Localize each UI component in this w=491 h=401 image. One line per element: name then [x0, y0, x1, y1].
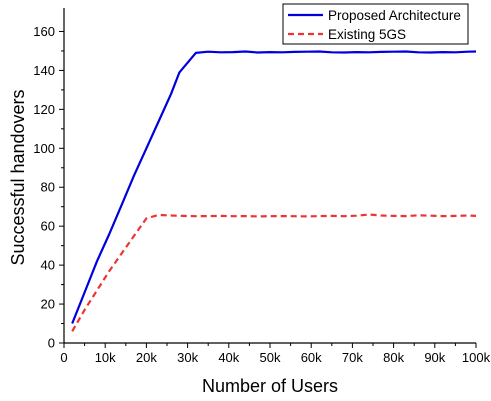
series-line-existing-5gs	[71, 213, 477, 332]
series-line-proposed-architecture	[71, 50, 477, 324]
ticks: 0 10k 20k 30k 40k 50k 60k 70k 80k 90k 100k 0 20 40 60 8…	[33, 24, 490, 365]
legend-box	[282, 3, 469, 45]
x-axis-title: Number of Users	[202, 376, 338, 396]
y-tick-label: 100	[33, 141, 55, 156]
y-tick-label: 120	[33, 102, 55, 117]
legend: Proposed Architecture Existing 5GS	[282, 3, 469, 45]
x-tick-label: 20k	[136, 350, 157, 365]
x-tick-label: 50k	[260, 350, 281, 365]
x-tick-label: 100k	[462, 350, 491, 365]
x-tick-label: 60k	[301, 350, 322, 365]
y-tick-label: 160	[33, 24, 55, 39]
y-tick-label: 0	[48, 336, 55, 351]
x-tick-label: 10k	[95, 350, 116, 365]
x-tick-label: 80k	[383, 350, 404, 365]
y-axis-title: Successful handovers	[8, 89, 28, 265]
x-tick-label: 40k	[218, 350, 239, 365]
y-tick-label: 80	[41, 180, 55, 195]
x-tick-label: 90k	[424, 350, 445, 365]
y-tick-label: 40	[41, 258, 55, 273]
x-tick-label: 70k	[342, 350, 363, 365]
y-tick-label: 20	[41, 297, 55, 312]
legend-label-proposed-architecture: Proposed Architecture	[328, 8, 461, 23]
x-tick-label: 30k	[177, 350, 198, 365]
plot-lines	[71, 50, 477, 332]
y-tick-label: 60	[41, 219, 55, 234]
y-tick-label: 140	[33, 63, 55, 78]
legend-label-existing-5gs: Existing 5GS	[328, 27, 406, 42]
x-tick-label: 0	[60, 350, 67, 365]
axes	[63, 8, 476, 344]
